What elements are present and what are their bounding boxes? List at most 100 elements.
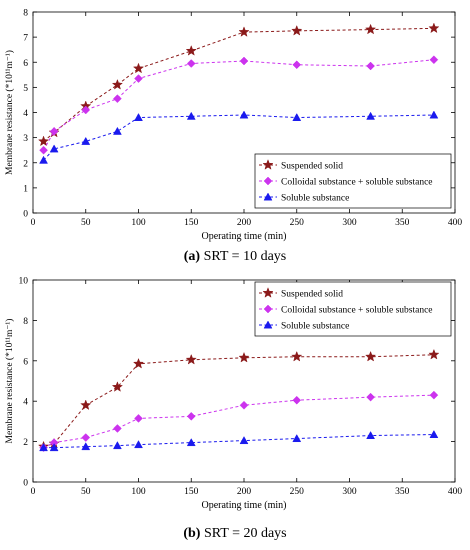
series-1 xyxy=(37,348,440,452)
series-2 xyxy=(39,55,439,155)
x-axis-label: Operating time (min) xyxy=(202,500,287,511)
series-line xyxy=(43,354,434,448)
chart-panel-b: 0 50 100 150 200 250 300 350 400 0 2 4 6 8 10 Operating… xyxy=(4,277,463,512)
data-point xyxy=(186,59,196,68)
x-tick-label: 100 xyxy=(131,218,146,228)
data-point xyxy=(111,78,124,90)
data-point xyxy=(239,56,249,66)
legend-label: Colloidal substance + soluble substance xyxy=(281,306,433,316)
data-point xyxy=(428,348,440,360)
legend-label: Colloidal substance + soluble substance xyxy=(281,178,433,188)
legend-marker xyxy=(263,176,273,186)
data-point xyxy=(364,23,377,35)
series-1 xyxy=(37,22,440,147)
series-2 xyxy=(39,390,439,453)
data-point xyxy=(366,111,376,120)
data-point xyxy=(113,424,122,433)
data-point xyxy=(364,350,377,362)
y-tick-label: 5 xyxy=(23,84,28,94)
data-point xyxy=(366,392,375,402)
series-line xyxy=(43,27,434,142)
series-line xyxy=(43,59,434,151)
legend-box xyxy=(254,153,452,209)
data-point xyxy=(292,395,302,405)
data-point xyxy=(39,155,48,164)
data-point xyxy=(111,381,124,392)
x-tick-label: 350 xyxy=(395,487,410,497)
data-point xyxy=(291,350,303,362)
data-point xyxy=(429,390,439,400)
caption-b-text: SRT = 20 days xyxy=(200,526,287,541)
x-tick-label: 200 xyxy=(237,487,252,497)
data-point xyxy=(428,22,440,34)
data-point xyxy=(366,61,375,71)
y-tick-label: 8 xyxy=(23,317,28,327)
caption-a-letter: (a) xyxy=(183,249,201,264)
y-tick-label: 2 xyxy=(23,159,28,169)
data-point xyxy=(81,442,91,451)
x-tick-label: 300 xyxy=(342,487,357,497)
data-point xyxy=(134,414,143,423)
x-tick-label: 0 xyxy=(31,218,36,228)
y-tick-label: 4 xyxy=(23,109,28,119)
legend-label: Suspended solid xyxy=(281,162,343,172)
data-point xyxy=(132,357,145,369)
data-point xyxy=(81,105,91,115)
y-tick-label: 6 xyxy=(23,59,28,69)
series-3 xyxy=(39,430,439,452)
x-tick-label: 400 xyxy=(448,218,463,228)
y-tick-label: 2 xyxy=(23,438,28,448)
legend-marker xyxy=(262,287,274,298)
legend: Suspended solid Colloidal substance + sol… xyxy=(254,153,452,209)
x-tick-label: 150 xyxy=(184,487,199,497)
y-tick-label: 3 xyxy=(23,134,28,144)
x-tick-label: 50 xyxy=(81,487,91,497)
caption-a-text: SRT = 10 days xyxy=(200,249,287,264)
data-point xyxy=(292,113,302,121)
data-point xyxy=(185,353,197,365)
data-point xyxy=(132,62,145,74)
data-point xyxy=(49,144,59,153)
data-point xyxy=(429,55,439,65)
data-point xyxy=(291,24,303,36)
series-line xyxy=(43,434,434,449)
data-point xyxy=(429,430,439,438)
data-point xyxy=(39,145,48,155)
data-point xyxy=(292,60,302,70)
caption-b-letter: (b) xyxy=(183,526,201,541)
legend-label: Soluble substance xyxy=(281,322,349,332)
legend-label: Soluble substance xyxy=(281,194,349,204)
caption-b: (b) SRT = 20 days xyxy=(0,526,470,542)
data-point xyxy=(239,436,249,445)
x-axis-label: Operating time (min) xyxy=(202,231,287,242)
caption-a: (a) SRT = 10 days xyxy=(0,249,470,265)
series-line xyxy=(43,114,434,161)
data-point xyxy=(134,74,143,83)
y-tick-label: 10 xyxy=(19,277,29,287)
y-tick-label: 0 xyxy=(23,479,28,489)
series-line xyxy=(43,394,434,449)
data-point xyxy=(366,431,376,439)
data-point xyxy=(239,110,249,119)
x-tick-label: 350 xyxy=(395,218,410,228)
data-point xyxy=(186,438,196,447)
data-point xyxy=(429,110,439,119)
data-point xyxy=(49,443,59,452)
legend-marker xyxy=(262,159,274,170)
data-point xyxy=(37,135,50,147)
legend-box xyxy=(254,281,452,337)
legend-label: Suspended solid xyxy=(281,290,343,300)
legend-marker xyxy=(263,192,273,201)
data-point xyxy=(39,443,48,452)
data-point xyxy=(113,94,122,104)
data-point xyxy=(185,45,197,56)
x-tick-label: 400 xyxy=(448,487,463,497)
data-point xyxy=(81,433,91,442)
data-point xyxy=(186,111,196,120)
data-point xyxy=(81,136,91,145)
data-point xyxy=(134,440,143,449)
series-3 xyxy=(39,110,439,164)
data-point xyxy=(239,400,249,410)
y-tick-label: 8 xyxy=(23,9,28,19)
